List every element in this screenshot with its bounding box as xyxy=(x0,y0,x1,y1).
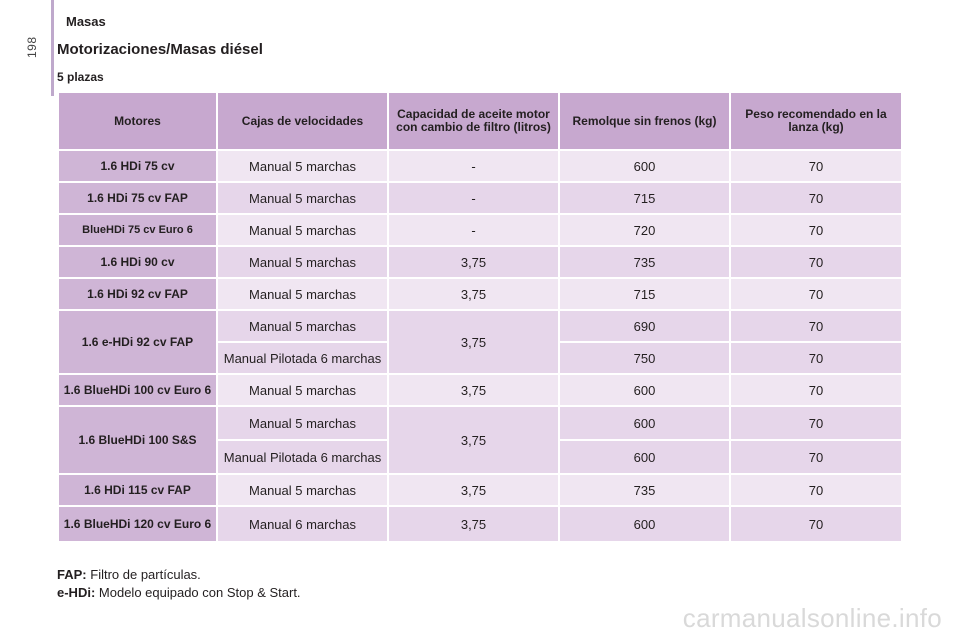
oil-capacity-cell: 3,75 xyxy=(389,279,558,309)
watermark: carmanualsonline.info xyxy=(682,603,942,633)
footnote-term: FAP: xyxy=(57,567,87,582)
gearbox-cell: Manual 5 marchas xyxy=(218,279,387,309)
oil-capacity-cell: - xyxy=(389,151,558,181)
table-row: 1.6 HDi 115 cv FAP Manual 5 marchas 3,75… xyxy=(59,475,901,505)
engine-cell: 1.6 e-HDi 92 cv FAP xyxy=(59,311,216,373)
table-row: BlueHDi 75 cv Euro 6 Manual 5 marchas - … xyxy=(59,215,901,245)
trailer-mass-cell: 600 xyxy=(560,441,729,473)
engine-cell: 1.6 HDi 75 cv xyxy=(59,151,216,181)
table-row: 1.6 BlueHDi 100 cv Euro 6 Manual 5 march… xyxy=(59,375,901,405)
table-row: 1.6 HDi 92 cv FAP Manual 5 marchas 3,75 … xyxy=(59,279,901,309)
trailer-mass-cell: 715 xyxy=(560,279,729,309)
footnote-term: e-HDi: xyxy=(57,585,96,600)
footnotes: FAP: Filtro de partículas. e-HDi: Modelo… xyxy=(57,566,301,602)
nose-weight-cell: 70 xyxy=(731,375,901,405)
trailer-mass-cell: 750 xyxy=(560,343,729,373)
column-header-engines: Motores xyxy=(59,93,216,149)
page-title: Motorizaciones/Masas diésel xyxy=(57,41,263,58)
table-row: 1.6 HDi 90 cv Manual 5 marchas 3,75 735 … xyxy=(59,247,901,277)
footnote: FAP: Filtro de partículas. xyxy=(57,566,301,584)
nose-weight-cell: 70 xyxy=(731,343,901,373)
nose-weight-cell: 70 xyxy=(731,407,901,439)
table-row: Manual Pilotada 6 marchas 750 70 xyxy=(59,343,901,373)
column-header-oil-capacity: Capacidad de aceite motor con cambio de … xyxy=(389,93,558,149)
column-header-gearbox: Cajas de velocidades xyxy=(218,93,387,149)
footnote-text: Filtro de partículas. xyxy=(90,567,201,582)
column-header-unbraked-trailer: Remolque sin frenos (kg) xyxy=(560,93,729,149)
gearbox-cell: Manual 5 marchas xyxy=(218,247,387,277)
oil-capacity-cell: - xyxy=(389,215,558,245)
table-header-row: Motores Cajas de velocidades Capacidad d… xyxy=(59,93,901,149)
engine-cell: 1.6 HDi 92 cv FAP xyxy=(59,279,216,309)
oil-capacity-cell: 3,75 xyxy=(389,475,558,505)
table-row: 1.6 HDi 75 cv Manual 5 marchas - 600 70 xyxy=(59,151,901,181)
gearbox-cell: Manual 5 marchas xyxy=(218,407,387,439)
section-title: Masas xyxy=(66,14,106,29)
trailer-mass-cell: 600 xyxy=(560,407,729,439)
trailer-mass-cell: 600 xyxy=(560,151,729,181)
nose-weight-cell: 70 xyxy=(731,475,901,505)
trailer-mass-cell: 690 xyxy=(560,311,729,341)
table-row: Manual Pilotada 6 marchas 600 70 xyxy=(59,441,901,473)
sidebar-accent-line xyxy=(51,0,54,96)
engine-cell: 1.6 HDi 75 cv FAP xyxy=(59,183,216,213)
nose-weight-cell: 70 xyxy=(731,311,901,341)
gearbox-cell: Manual Pilotada 6 marchas xyxy=(218,441,387,473)
gearbox-cell: Manual 5 marchas xyxy=(218,183,387,213)
nose-weight-cell: 70 xyxy=(731,279,901,309)
engine-cell: 1.6 HDi 90 cv xyxy=(59,247,216,277)
column-header-nose-weight: Peso recomendado en la lanza (kg) xyxy=(731,93,901,149)
subtitle: 5 plazas xyxy=(57,70,104,84)
nose-weight-cell: 70 xyxy=(731,183,901,213)
nose-weight-cell: 70 xyxy=(731,507,901,541)
table-row: 1.6 BlueHDi 100 S&S Manual 5 marchas 3,7… xyxy=(59,407,901,473)
gearbox-cell: Manual 6 marchas xyxy=(218,507,387,541)
gearbox-cell: Manual 5 marchas xyxy=(218,375,387,405)
engine-cell: 1.6 BlueHDi 120 cv Euro 6 xyxy=(59,507,216,541)
oil-capacity-cell: 3,75 xyxy=(389,507,558,541)
gearbox-cell: Manual 5 marchas xyxy=(218,151,387,181)
oil-capacity-cell: 3,75 xyxy=(389,311,558,373)
nose-weight-cell: 70 xyxy=(731,441,901,473)
gearbox-cell: Manual Pilotada 6 marchas xyxy=(218,343,387,373)
gearbox-cell: Manual 5 marchas xyxy=(218,215,387,245)
trailer-mass-cell: 735 xyxy=(560,247,729,277)
mass-table: Motores Cajas de velocidades Capacidad d… xyxy=(57,91,903,543)
engine-cell: 1.6 HDi 115 cv FAP xyxy=(59,475,216,505)
nose-weight-cell: 70 xyxy=(731,215,901,245)
engine-cell: 1.6 BlueHDi 100 S&S xyxy=(59,407,216,473)
nose-weight-cell: 70 xyxy=(731,151,901,181)
table-row: 1.6 HDi 75 cv FAP Manual 5 marchas - 715… xyxy=(59,183,901,213)
oil-capacity-cell: - xyxy=(389,183,558,213)
footnote-text: Modelo equipado con Stop & Start. xyxy=(98,585,301,600)
oil-capacity-cell: 3,75 xyxy=(389,407,558,473)
nose-weight-cell: 70 xyxy=(731,247,901,277)
trailer-mass-cell: 600 xyxy=(560,375,729,405)
trailer-mass-cell: 600 xyxy=(560,507,729,541)
engine-cell: 1.6 BlueHDi 100 cv Euro 6 xyxy=(59,375,216,405)
gearbox-cell: Manual 5 marchas xyxy=(218,311,387,341)
table-row: 1.6 BlueHDi 120 cv Euro 6 Manual 6 march… xyxy=(59,507,901,541)
oil-capacity-cell: 3,75 xyxy=(389,375,558,405)
oil-capacity-cell: 3,75 xyxy=(389,247,558,277)
trailer-mass-cell: 720 xyxy=(560,215,729,245)
trailer-mass-cell: 715 xyxy=(560,183,729,213)
footnote: e-HDi: Modelo equipado con Stop & Start. xyxy=(57,584,301,602)
table-row: 1.6 e-HDi 92 cv FAP Manual 5 marchas 3,7… xyxy=(59,311,901,373)
page-number: 198 xyxy=(25,36,39,58)
engine-cell: BlueHDi 75 cv Euro 6 xyxy=(59,215,216,245)
trailer-mass-cell: 735 xyxy=(560,475,729,505)
gearbox-cell: Manual 5 marchas xyxy=(218,475,387,505)
